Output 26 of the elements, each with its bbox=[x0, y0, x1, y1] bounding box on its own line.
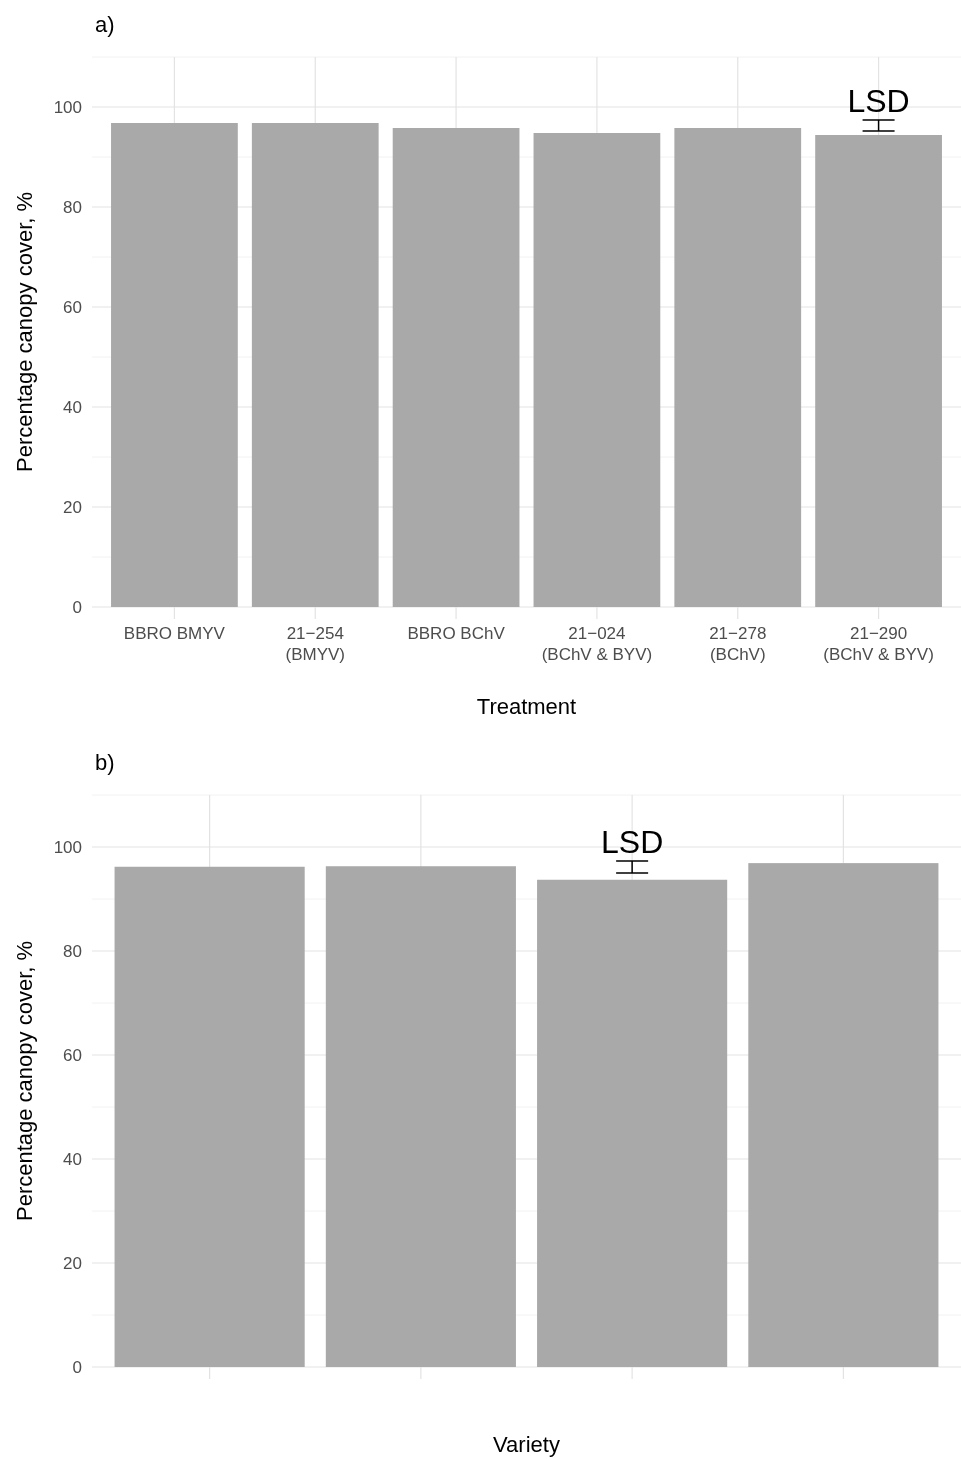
y-tick-label: 40 bbox=[63, 1149, 82, 1169]
y-tick-label: 80 bbox=[63, 197, 82, 217]
y-axis-title: Percentage canopy cover, % bbox=[12, 191, 37, 473]
y-tick-label: 100 bbox=[53, 97, 82, 117]
annotation: LSD bbox=[847, 83, 910, 119]
y-tick-label: 100 bbox=[53, 837, 82, 857]
y-tick-label: 60 bbox=[63, 1045, 82, 1065]
x-tick-label: 21−024 (BChV & BYV) bbox=[541, 624, 653, 664]
x-axis-title: Treatment bbox=[476, 694, 577, 719]
annotation: LSD bbox=[601, 824, 664, 861]
chart-title: b) bbox=[95, 750, 115, 775]
y-tick-label: 20 bbox=[63, 1253, 82, 1273]
y-tick-label: 40 bbox=[63, 397, 82, 417]
y-tick-label: 0 bbox=[72, 597, 82, 617]
x-axis-title: Variety bbox=[493, 1432, 560, 1457]
x-tick-label: 21−290 (BChV & BYV) bbox=[823, 624, 934, 664]
y-tick-label: 20 bbox=[63, 497, 82, 517]
chart-title: a) bbox=[95, 12, 115, 37]
y-tick-label: 80 bbox=[63, 941, 82, 961]
y-tick-label: 60 bbox=[63, 297, 82, 317]
y-tick-label: 0 bbox=[72, 1357, 82, 1377]
x-tick-label: 21−278 (BChV) bbox=[709, 624, 767, 664]
x-tick-label: 21−254 (BMYV) bbox=[285, 624, 345, 664]
x-tick-label: BBRO BChV bbox=[407, 624, 506, 643]
y-axis-title: Percentage canopy cover, % bbox=[12, 940, 37, 1222]
x-tick-label: BBRO BMYV bbox=[123, 624, 226, 643]
